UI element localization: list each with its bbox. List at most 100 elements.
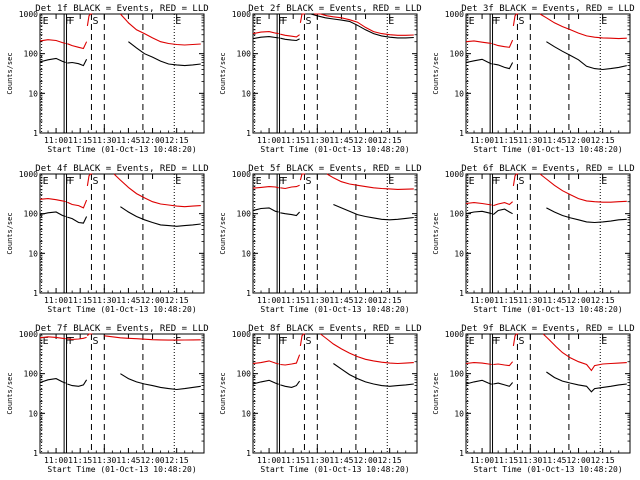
plot-title: Det 8f BLACK = Events, RED = LLD: [248, 324, 421, 334]
series-events-segment: [310, 13, 414, 39]
x-tick-label: 11:15: [281, 136, 305, 145]
x-tick-label: 11:45: [329, 456, 353, 465]
series-events-segment: [333, 363, 414, 387]
detector-plot-7: Det 7f BLACK = Events, RED = LLD 1 10 100 10…: [6, 324, 209, 474]
y-tick-label: 1: [246, 289, 251, 298]
x-tick-label: 11:45: [116, 456, 140, 465]
x-tick-label: 12:15: [165, 136, 189, 145]
marker-label: F: [495, 16, 501, 27]
marker-label: E: [601, 16, 607, 27]
y-tick-label: 1000: [445, 170, 464, 179]
marker-label: F: [282, 176, 288, 187]
marker-label: E: [469, 16, 475, 27]
y-tick-label: 10: [241, 409, 251, 418]
detector-plot-8: Det 8f BLACK = Events, RED = LLD 1 10 100 10…: [219, 324, 422, 474]
series-events-segment: [67, 216, 88, 224]
plot-title: Det 9f BLACK = Events, RED = LLD: [461, 324, 634, 334]
plot-title: Det 2f BLACK = Events, RED = LLD: [248, 4, 421, 14]
x-tick-label: 11:00: [257, 136, 281, 145]
marker-label: F: [278, 16, 284, 27]
marker-label: E: [388, 16, 394, 27]
x-axis-label: Start Time (01-Oct-13 10:48:20): [260, 465, 409, 474]
x-tick-label: 12:15: [378, 136, 402, 145]
x-tick-label: 11:15: [494, 456, 518, 465]
y-tick-label: 1000: [445, 330, 464, 339]
x-tick-label: 11:45: [116, 296, 140, 305]
y-tick-label: 1000: [445, 10, 464, 19]
series-events: [39, 41, 201, 67]
detector-plot-1: Det 1f BLACK = Events, RED = LLD 1 10 100 10…: [6, 4, 209, 154]
series-lld-segment: [86, 333, 93, 337]
x-tick-label: 11:30: [305, 296, 329, 305]
plot-title: Det 1f BLACK = Events, RED = LLD: [35, 4, 208, 14]
y-tick-label: 1: [246, 449, 251, 458]
series-events-segment: [493, 62, 514, 70]
series-lld-segment: [252, 186, 279, 189]
series-lld-segment: [67, 336, 87, 340]
x-axis-label: Start Time (01-Oct-13 10:48:20): [47, 145, 196, 154]
x-axis-label: Start Time (01-Oct-13 10:48:20): [473, 305, 622, 314]
series-events-segment: [465, 210, 492, 215]
series-events-segment: [546, 371, 627, 393]
series-lld: [39, 333, 201, 341]
marker-label: E: [601, 176, 607, 187]
series-events-segment: [280, 211, 301, 217]
series-lld-segment: [86, 13, 93, 26]
plot-title: Det 7f BLACK = Events, RED = LLD: [35, 324, 208, 334]
marker-label: F: [65, 16, 71, 27]
series-events: [252, 363, 414, 388]
series-events-segment: [252, 36, 279, 40]
series-lld: [465, 173, 627, 207]
series-lld: [39, 13, 201, 50]
x-tick-label: 11:15: [494, 296, 518, 305]
x-tick-label: 11:15: [494, 136, 518, 145]
series-lld-segment: [320, 333, 414, 365]
y-tick-label: 100: [24, 50, 39, 59]
x-tick-label: 11:30: [518, 136, 542, 145]
marker-label: F: [495, 176, 501, 187]
y-axis-label: Counts/sec: [219, 212, 227, 254]
y-tick-label: 1000: [232, 170, 251, 179]
x-tick-label: 11:45: [329, 136, 353, 145]
y-tick-label: 1000: [19, 330, 38, 339]
x-tick-label: 11:00: [470, 296, 494, 305]
x-tick-label: 11:15: [68, 136, 92, 145]
x-tick-label: 12:15: [165, 296, 189, 305]
series-events-segment: [120, 373, 201, 391]
y-tick-label: 1: [459, 449, 464, 458]
x-tick-label: 12:00: [354, 136, 378, 145]
y-axis-label: Counts/sec: [432, 52, 440, 94]
y-tick-label: 1: [33, 129, 38, 138]
y-tick-label: 100: [24, 210, 39, 219]
series-events-segment: [67, 59, 88, 67]
series-events-segment: [492, 208, 513, 216]
marker-label: E: [175, 336, 181, 347]
series-lld-segment: [299, 333, 306, 346]
marker-label: F: [278, 336, 284, 347]
series-events-segment: [120, 206, 201, 227]
marker-label: E: [601, 336, 607, 347]
series-lld-segment: [465, 202, 492, 206]
series-events-segment: [128, 41, 201, 67]
x-tick-label: 12:00: [567, 296, 591, 305]
y-axis-label: Counts/sec: [219, 372, 227, 414]
x-tick-label: 11:15: [281, 296, 305, 305]
y-tick-label: 100: [450, 210, 465, 219]
x-tick-label: 11:30: [518, 456, 542, 465]
x-tick-label: 12:00: [354, 296, 378, 305]
series-events: [465, 371, 627, 393]
x-tick-label: 12:00: [354, 456, 378, 465]
series-lld-segment: [465, 40, 492, 45]
series-lld-segment: [512, 13, 519, 26]
marker-label: F: [69, 16, 75, 27]
y-tick-label: 100: [450, 370, 465, 379]
series-events: [252, 203, 414, 221]
series-lld-segment: [39, 336, 66, 340]
series-lld-segment: [39, 39, 66, 45]
series-events: [39, 373, 201, 391]
x-tick-label: 11:15: [68, 296, 92, 305]
series-events-segment: [465, 58, 492, 65]
series-lld-segment: [493, 39, 514, 48]
series-lld-segment: [512, 333, 519, 346]
y-tick-label: 10: [454, 249, 464, 258]
